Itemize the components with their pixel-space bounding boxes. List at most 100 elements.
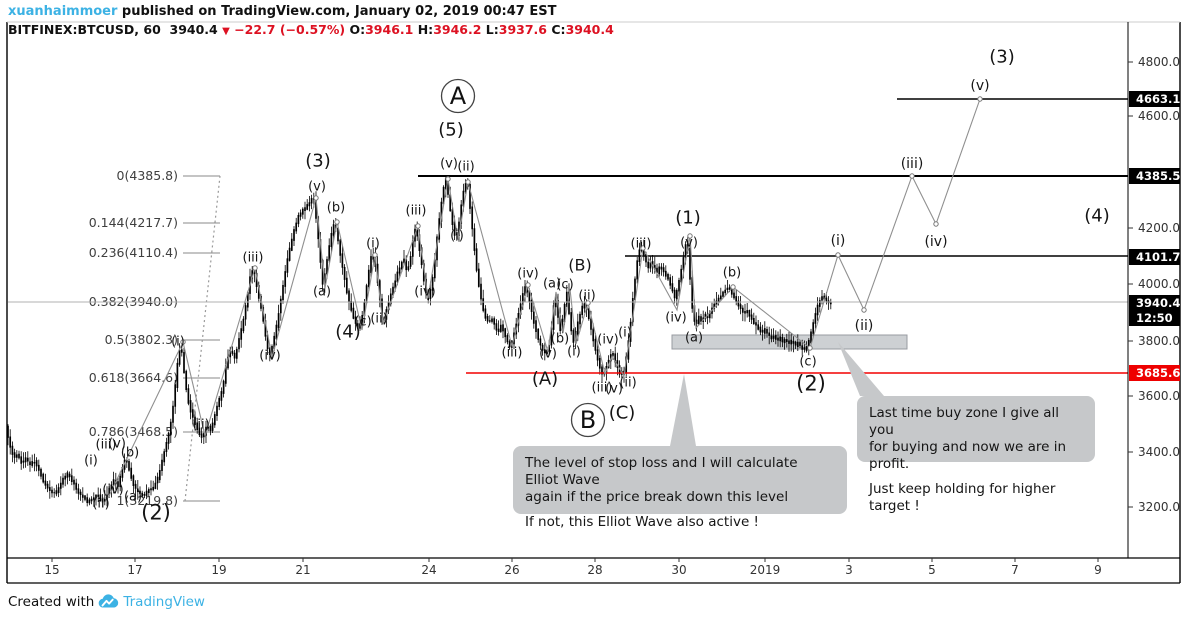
fib-level-label: 0.786(3468.5) xyxy=(89,424,178,439)
time-axis-label: 26 xyxy=(504,563,519,577)
price-axis-label: 3800.0 xyxy=(1138,334,1180,348)
price-badge-label: 3685.6 xyxy=(1136,366,1180,380)
wave-vertex-node xyxy=(313,195,319,201)
tradingview-brand[interactable]: TradingView xyxy=(123,594,205,610)
wave-label: (4) xyxy=(1084,205,1110,226)
callout-spacer xyxy=(525,506,835,514)
wave-vertex-node xyxy=(525,282,531,288)
wave-label: (ii) xyxy=(192,418,209,433)
low-label: L: xyxy=(485,22,499,37)
fib-level-label: 0(4385.8) xyxy=(117,168,178,183)
wave-label: (v) xyxy=(108,437,126,452)
wave-vertex-node xyxy=(334,219,340,225)
price-change: −22.7 (−0.57%) xyxy=(234,22,346,37)
callout-line: for buying and now we are in profit. xyxy=(869,439,1067,472)
wave-label: (i) xyxy=(618,326,632,341)
wave-label: (iii) xyxy=(243,251,264,266)
open-value: 3946.1 xyxy=(365,22,414,37)
wave-vertex-node xyxy=(909,173,915,179)
wave-label: (i) xyxy=(567,345,581,360)
price-badge xyxy=(1129,168,1180,184)
wave-label: (v) xyxy=(605,382,623,397)
wave-label: (ii) xyxy=(92,497,109,512)
wave-label: (iii) xyxy=(406,204,427,219)
circled-wave-letter xyxy=(440,78,476,114)
wave-label: (iv) xyxy=(414,285,435,300)
wave-label: (a) xyxy=(124,490,142,505)
price-axis-label: 4800.0 xyxy=(1138,55,1180,69)
time-axis-label: 9 xyxy=(1094,563,1102,577)
wave-label: (iv) xyxy=(665,311,686,326)
wave-label: (iv) xyxy=(517,267,538,282)
wave-vertex-node xyxy=(415,223,421,229)
wave-vertex-node xyxy=(640,245,646,251)
wave-zigzag-line xyxy=(107,178,811,499)
wave-label: (i) xyxy=(831,233,846,249)
wave-label: (i) xyxy=(171,335,185,350)
wave-label: (5) xyxy=(438,119,464,140)
price-badge xyxy=(1129,295,1180,311)
wave-vertex-node xyxy=(372,252,378,258)
price-badge-label: 3940.4 xyxy=(1136,296,1180,310)
wave-label: (ii) xyxy=(578,289,595,304)
price-axis-label: 3600.0 xyxy=(1138,389,1180,403)
wave-vertex-node xyxy=(585,300,591,306)
wave-label: (v) xyxy=(680,236,698,251)
price-badge xyxy=(1129,249,1180,265)
circled-wave-letter-text: A xyxy=(450,82,467,110)
price-badge xyxy=(1129,365,1180,381)
wave-label: (ii) xyxy=(457,160,474,175)
wave-label: (a) xyxy=(543,277,561,292)
fib-level-label: 0.144(4217.7) xyxy=(89,215,178,230)
time-axis-label: 2019 xyxy=(750,563,781,577)
time-axis-label: 3 xyxy=(845,563,853,577)
wave-label: (v) xyxy=(539,347,557,362)
wave-vertex-node xyxy=(687,233,693,239)
callout-line: Just keep holding for higher target ! xyxy=(869,481,1056,514)
wave-label: (B) xyxy=(568,256,591,275)
callout-buyzone-note[interactable]: Last time buy zone I give all you for bu… xyxy=(857,396,1095,514)
wave-label: (4) xyxy=(335,321,361,342)
wave-label: (c) xyxy=(556,278,573,293)
wave-label: (i) xyxy=(366,237,380,252)
wave-label: (a) xyxy=(685,331,703,346)
wave-label: (iii) xyxy=(96,438,117,453)
fib-level-label: 0.618(3664.6) xyxy=(89,370,178,385)
wave-label: (iii) xyxy=(592,381,613,396)
tradingview-logo-icon[interactable] xyxy=(98,594,119,610)
close-label: C: xyxy=(551,22,566,37)
username[interactable]: xuanhaimmoer xyxy=(8,4,118,19)
time-axis-label: 21 xyxy=(295,563,310,577)
publish-title: xuanhaimmoer published on TradingView.co… xyxy=(8,4,556,19)
price-axis-label: 3400.0 xyxy=(1138,445,1180,459)
wave-label: (i) xyxy=(84,454,98,469)
wave-label: (iv) xyxy=(259,349,280,364)
callout-stoploss-note[interactable]: The level of stop loss and I will calcul… xyxy=(513,446,847,530)
down-triangle-icon: ▼ xyxy=(222,26,230,37)
callout-line: again if the price break down this level xyxy=(525,489,789,505)
price-badge-label: 4101.7 xyxy=(1136,250,1180,264)
callout-line: Last time buy zone I give all you xyxy=(869,405,1060,438)
wave-vertex-node xyxy=(861,307,867,313)
wave-vertex-node xyxy=(977,96,983,102)
wave-vertex-node xyxy=(445,176,451,182)
wave-vertex-node xyxy=(465,179,471,185)
wave-label: (3) xyxy=(305,150,331,171)
wave-label: (v) xyxy=(440,157,458,172)
wave-label: (b) xyxy=(121,446,139,461)
price-axis-label: 4600.0 xyxy=(1138,109,1180,123)
circled-wave-letter xyxy=(570,402,606,438)
wave-label: (b) xyxy=(327,201,345,216)
time-axis-label: 15 xyxy=(44,563,59,577)
symbol-interval[interactable]: BITFINEX:BTCUSD, 60 xyxy=(8,22,161,37)
created-with-footer: Created with TradingView xyxy=(8,594,205,610)
close-value: 3940.4 xyxy=(565,22,614,37)
wave-label: (iii) xyxy=(901,156,924,172)
wave-label: (v) xyxy=(308,180,326,195)
wave-label: (b) xyxy=(723,266,741,281)
wave-label: (iv) xyxy=(924,234,947,250)
wave-label: (iii) xyxy=(502,346,523,361)
created-with-text: Created with xyxy=(8,594,95,610)
